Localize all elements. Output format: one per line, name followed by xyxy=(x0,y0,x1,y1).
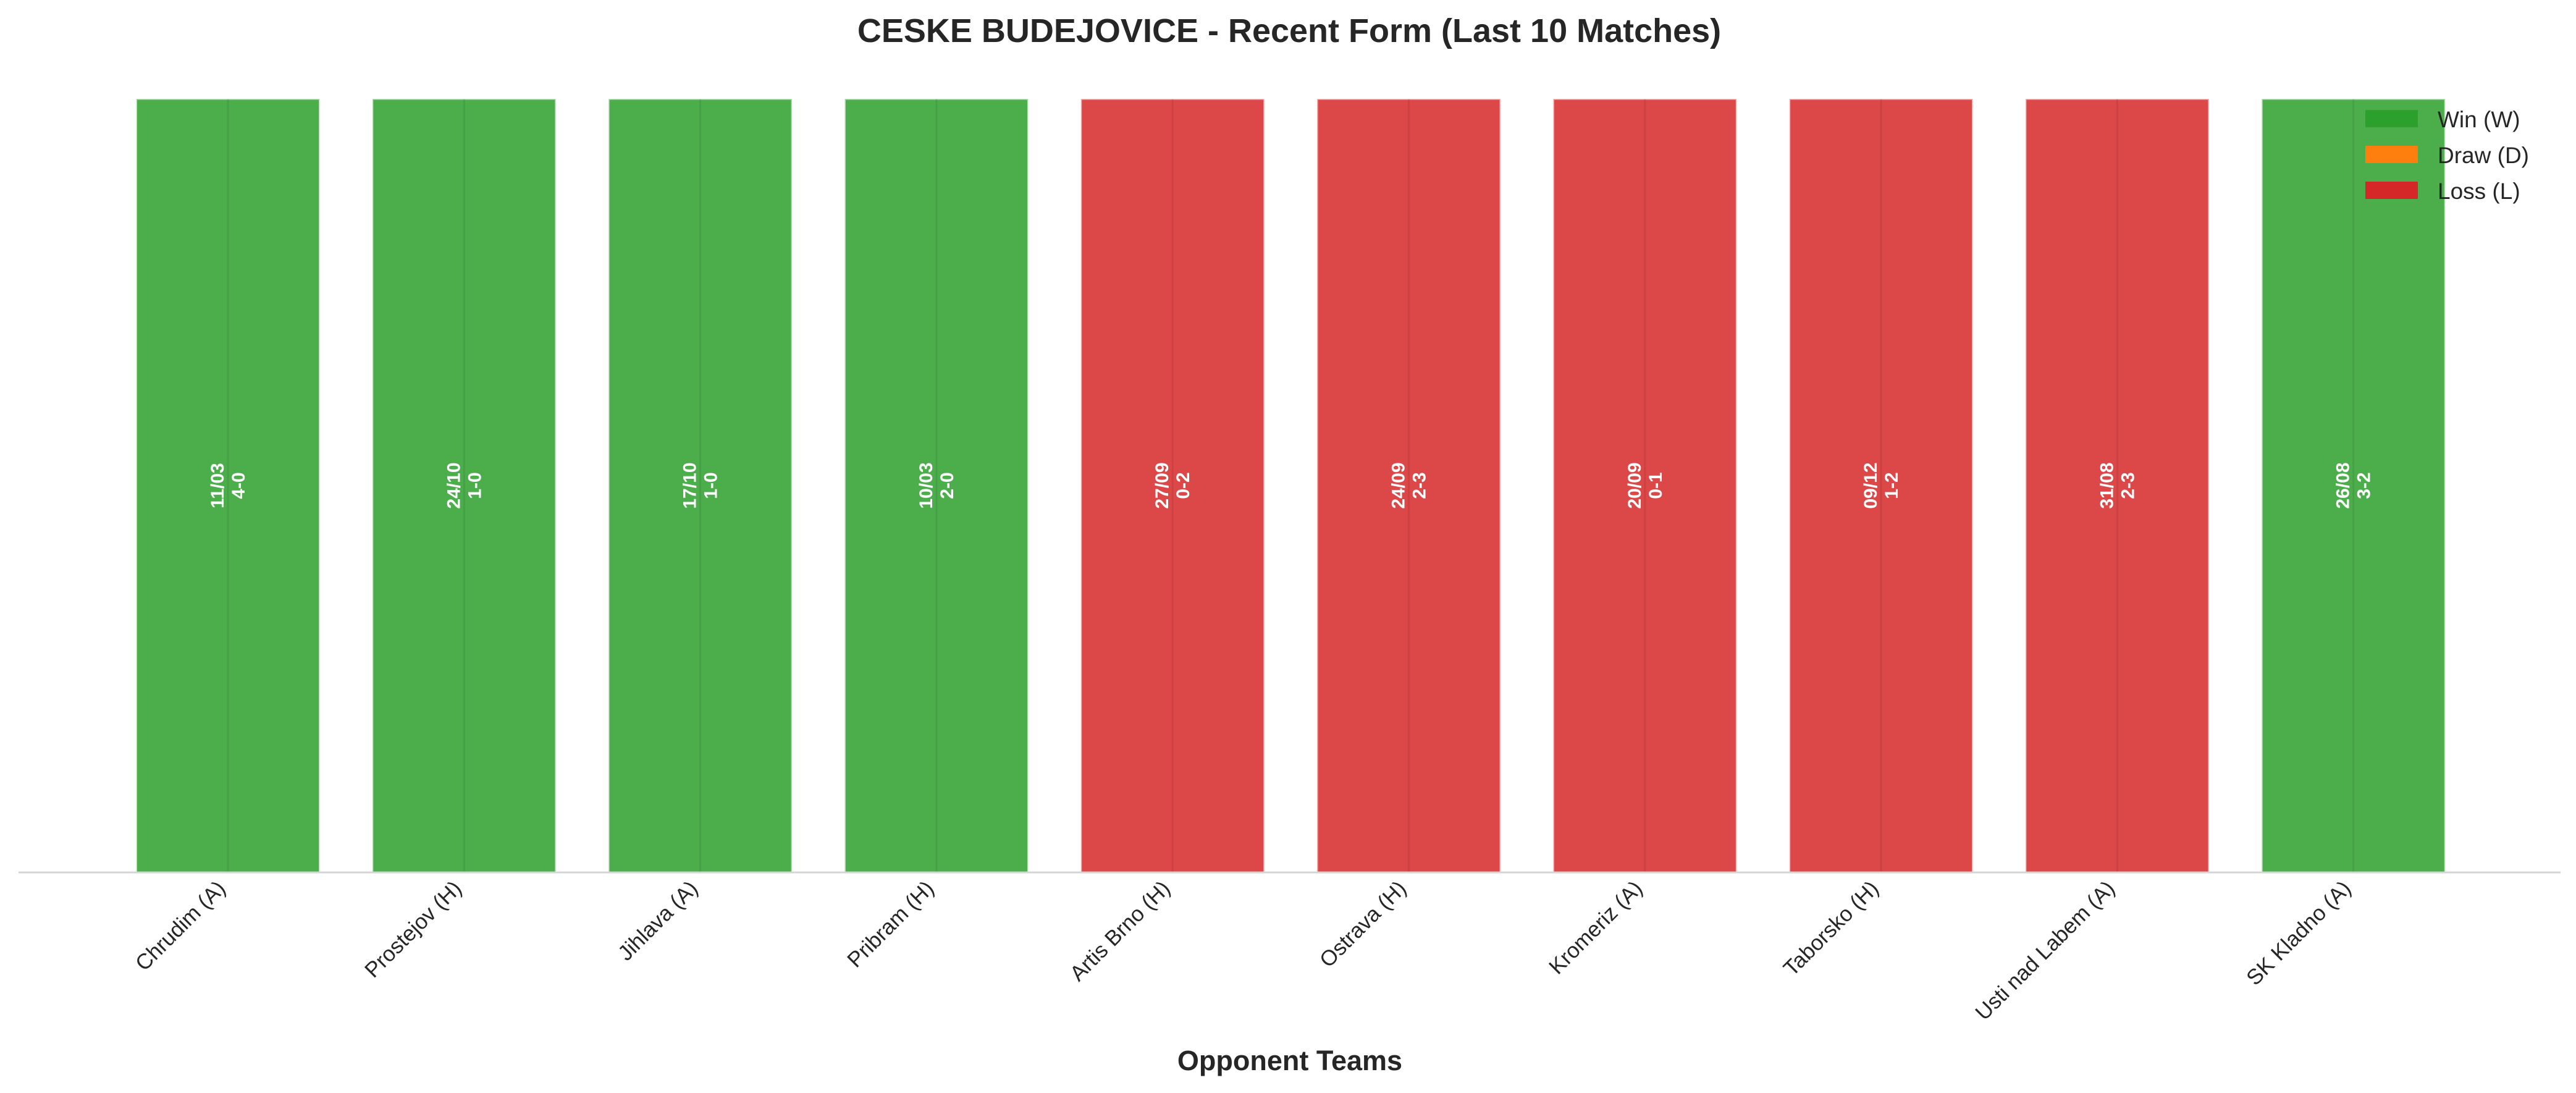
bar-label-10: 26/08 3-2 xyxy=(2333,462,2375,509)
bar-label-2: 24/10 1-0 xyxy=(444,462,485,509)
bar-date-label: 26/08 xyxy=(2333,462,2354,509)
bar-date-label: 17/10 xyxy=(680,462,701,509)
bar-3 xyxy=(607,98,793,874)
bar-date-label: 09/12 xyxy=(1861,462,1881,509)
x-tick-label-5: Artis Brno (H) xyxy=(1065,876,1174,985)
x-axis-label: Opponent Teams xyxy=(1177,1045,1402,1076)
bar-date-label: 27/09 xyxy=(1152,462,1172,509)
x-tick-label-6: Ostrava (H) xyxy=(1315,876,1411,972)
bar-label-9: 31/08 2-3 xyxy=(2097,462,2138,509)
bar-label-1: 11/03 4-0 xyxy=(208,463,249,508)
bar-label-8: 09/12 1-2 xyxy=(1861,462,1902,509)
bar-label-4: 10/03 2-0 xyxy=(916,462,958,509)
bar-1 xyxy=(135,98,321,874)
legend-swatch-l xyxy=(2365,182,2418,199)
legend-swatch-w xyxy=(2365,110,2418,127)
bar-date-label: 11/03 xyxy=(208,463,228,508)
bar-score-label: 2-3 xyxy=(2118,472,2138,499)
bar-10 xyxy=(2260,98,2446,874)
x-tick-label-1: Chrudim (A) xyxy=(131,876,230,976)
bar-4 xyxy=(843,98,1029,874)
x-tick-label-9: Usti nad Labem (A) xyxy=(1971,876,2119,1025)
x-tick-label-10: SK Kladno (A) xyxy=(2242,876,2355,990)
bar-7 xyxy=(1552,98,1738,874)
bar-date-label: 31/08 xyxy=(2097,462,2117,509)
bar-label-5: 27/09 0-2 xyxy=(1152,462,1193,509)
legend-label-w: Win (W) xyxy=(2438,107,2520,132)
bar-5 xyxy=(1080,98,1266,874)
bar-score-label: 1-0 xyxy=(701,472,722,499)
bar-score-label: 1-2 xyxy=(1882,472,1902,499)
bar-date-label: 10/03 xyxy=(916,462,937,509)
legend-label-l: Loss (L) xyxy=(2438,179,2520,204)
x-tick-label-3: Jihlava (A) xyxy=(613,876,702,965)
x-tick-labels: Chrudim (A) Prostejov (H) Jihlava (A) Pribr… xyxy=(131,876,2356,1025)
bar-score-label: 3-2 xyxy=(2354,472,2375,499)
legend-swatch-d xyxy=(2365,146,2418,163)
x-tick-label-7: Kromeriz (A) xyxy=(1544,876,1647,979)
bar-date-label: 20/09 xyxy=(1625,462,1645,509)
bar-score-label: 0-1 xyxy=(1646,472,1666,499)
bars-group: 11/03 4-0 24/10 1-0 17/10 1-0 10/03 2-0 27/09 0-2… xyxy=(135,98,2446,874)
bar-date-label: 24/10 xyxy=(444,462,464,509)
bar-6 xyxy=(1316,98,1502,874)
bar-label-7: 20/09 0-1 xyxy=(1625,462,1666,509)
bar-label-3: 17/10 1-0 xyxy=(680,462,722,509)
legend: Win (W) Draw (D) Loss (L) xyxy=(2365,107,2529,204)
bar-2 xyxy=(371,98,557,874)
chart-title: CESKE BUDEJOVICE - Recent Form (Last 10 … xyxy=(857,12,1721,49)
bar-label-6: 24/09 2-3 xyxy=(1389,462,1430,509)
x-tick-label-8: Taborsko (H) xyxy=(1779,876,1884,981)
bar-score-label: 0-2 xyxy=(1173,472,1193,499)
bar-score-label: 2-0 xyxy=(937,472,958,499)
x-tick-label-4: Pribram (H) xyxy=(843,876,938,972)
bar-date-label: 24/09 xyxy=(1389,462,1409,509)
legend-label-d: Draw (D) xyxy=(2438,143,2529,168)
x-tick-label-2: Prostejov (H) xyxy=(360,876,466,982)
bar-score-label: 2-3 xyxy=(1410,472,1430,499)
bar-score-label: 4-0 xyxy=(229,472,249,499)
bar-score-label: 1-0 xyxy=(465,472,485,499)
